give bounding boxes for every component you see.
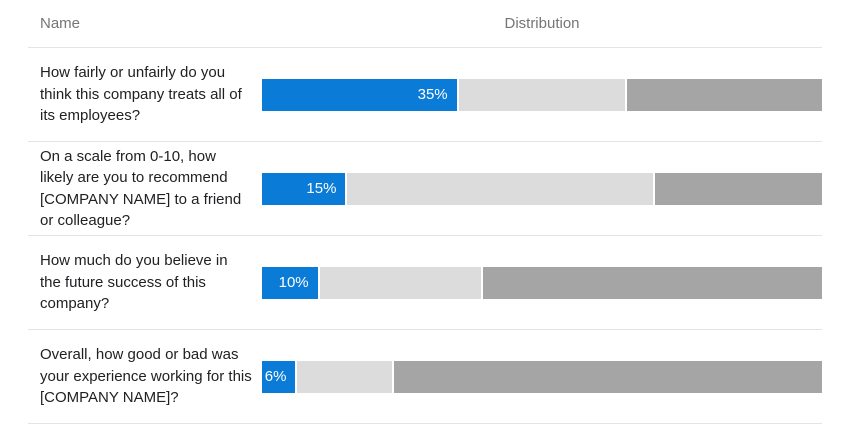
bar-segment-dark [627,78,822,111]
bar-segment-blue: 10% [262,266,318,299]
question-text: On a scale from 0-10, how likely are you… [40,147,242,230]
bar-segment-dark [482,266,822,299]
table-row[interactable]: How much do you believe in the future su… [28,236,822,330]
bar-segment-light [347,172,654,205]
bar-segment-dark [655,172,822,205]
bar-segment-light [458,78,626,111]
distribution-bar: 15% [262,172,822,205]
column-header-distribution: Distribution [504,15,580,32]
bar-percentage-label: 6% [264,368,287,385]
survey-distribution-table: Name Distribution How fairly or unfairly… [28,0,822,424]
distribution-bar: 35% [262,78,822,111]
question-text: How much do you believe in the future su… [40,252,228,313]
table-row[interactable]: On a scale from 0-10, how likely are you… [28,142,822,236]
bar-segment-blue: 15% [262,172,346,205]
distribution-bar: 6% [262,360,822,393]
bar-segment-dark [393,360,822,393]
column-header-name: Name [40,15,81,32]
bar-percentage-label: 35% [417,86,448,103]
question-text: Overall, how good or bad was your experi… [40,346,252,407]
bar-segment-light [297,360,392,393]
table-header-row: Name Distribution [28,0,822,48]
bar-percentage-label: 10% [278,274,309,291]
question-text: How fairly or unfairly do you think this… [40,64,242,125]
bar-segment-blue: 35% [262,78,457,111]
bar-segment-blue: 6% [262,360,296,393]
distribution-bar: 10% [262,266,822,299]
table-row[interactable]: Overall, how good or bad was your experi… [28,330,822,424]
bar-segment-light [319,266,481,299]
table-row[interactable]: How fairly or unfairly do you think this… [28,48,822,142]
bar-percentage-label: 15% [306,180,337,197]
